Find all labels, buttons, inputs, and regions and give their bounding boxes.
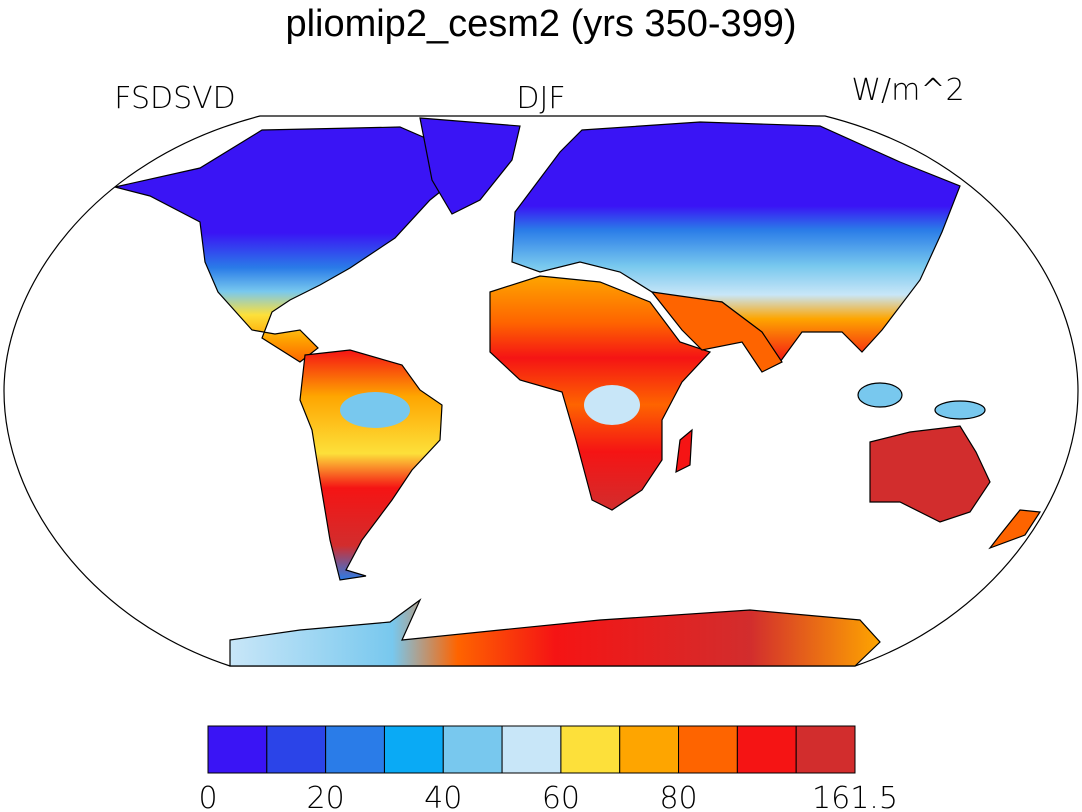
- colorbar-box: [678, 725, 738, 774]
- colorbar-label: 0: [198, 781, 217, 812]
- congo: [584, 385, 640, 425]
- north-america: [114, 126, 472, 363]
- map: [3, 115, 1079, 667]
- variable-label: FSDSVD: [114, 81, 236, 116]
- eurasia: [511, 121, 961, 364]
- madagascar: [675, 428, 693, 474]
- arabia-india: [650, 291, 783, 373]
- colorbar-label: 40: [424, 781, 462, 812]
- colorbar-box: [560, 725, 621, 774]
- colorbar-box: [383, 725, 444, 774]
- amazon: [340, 392, 410, 428]
- colorbar: 0 20 40 60 80 161.5: [198, 725, 898, 812]
- greenland: [419, 117, 521, 215]
- borneo: [857, 382, 903, 408]
- antarctica: [229, 598, 881, 667]
- colorbar-label: 20: [307, 781, 345, 812]
- colorbar-label: 80: [659, 781, 697, 812]
- colorbar-box: [795, 725, 856, 774]
- colorbar-box: [619, 725, 680, 774]
- colorbar-label: 161.5: [812, 781, 898, 812]
- colorbar-box: [207, 725, 268, 774]
- title: pliomip2_cesm2 (yrs 350-399): [285, 3, 796, 45]
- colorbar-box: [325, 725, 385, 774]
- colorbar-box: [442, 725, 503, 774]
- colorbar-box: [501, 725, 562, 774]
- units-label: W/m^2: [851, 73, 964, 108]
- new-guinea: [934, 400, 986, 420]
- colorbar-box: [266, 725, 327, 774]
- colorbar-label: 60: [542, 781, 580, 812]
- season-label: DJF: [516, 81, 565, 116]
- australia: [869, 425, 991, 523]
- new-zealand: [988, 509, 1042, 550]
- colorbar-box: [736, 725, 797, 774]
